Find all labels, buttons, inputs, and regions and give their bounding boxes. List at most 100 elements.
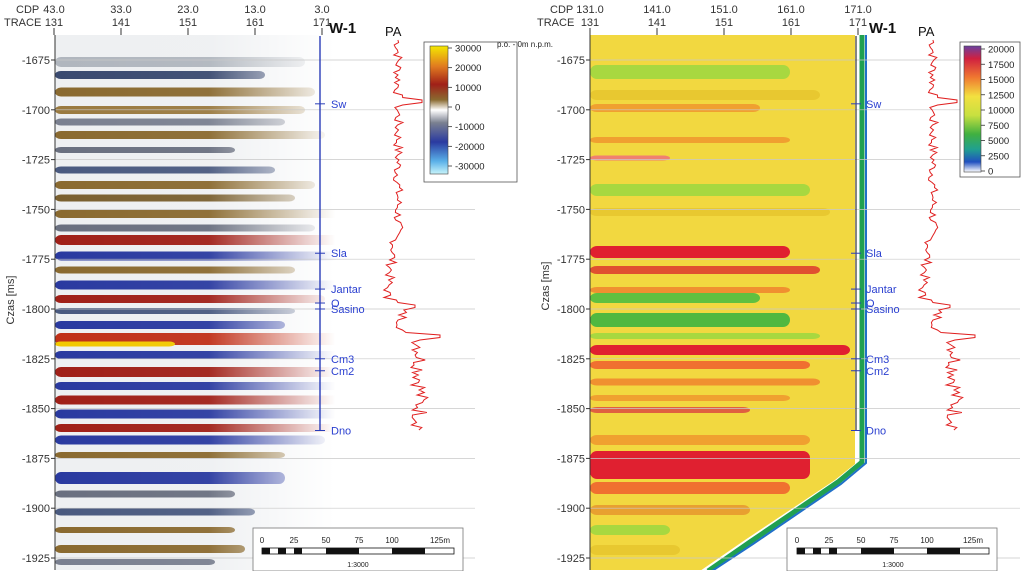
trace-tick-label: 131 [581, 17, 599, 29]
right-header: CDP TRACE 131.0 141.0 151.0 161.0 171.0 131 1… [497, 4, 872, 49]
cdp-tick-label: 43.0 [43, 4, 64, 16]
edge-blue [711, 35, 867, 570]
scale-bar-left-ticks: 0 25 50 75 100 125m [260, 536, 451, 545]
scale-seg [861, 548, 894, 554]
impedance-band [590, 505, 750, 515]
cdp-tick-label: 141.0 [643, 4, 671, 16]
impedance-band [590, 395, 790, 401]
trace-tick-label: 161 [246, 17, 264, 29]
impedance-band [590, 333, 820, 339]
colorbar-right-ramp [963, 45, 982, 173]
impedance-band [590, 313, 790, 327]
y-tick-label: -1825 [557, 354, 585, 366]
impedance-band [590, 361, 810, 369]
y-tick-label: -1725 [557, 155, 585, 167]
horizon-label: O [866, 298, 875, 310]
scale-tick: 25 [290, 536, 299, 545]
y-axis-label-right: Czas [ms] [540, 262, 552, 311]
colorbar-tick-label: 5000 [988, 136, 1009, 147]
horizon-label: Sasino [331, 304, 365, 316]
cdp-tick-label: 33.0 [110, 4, 131, 16]
impedance-band [590, 451, 810, 479]
horizon-label: Dno [331, 426, 351, 438]
colorbar-tick-label: 10000 [455, 83, 481, 94]
grid-right [590, 59, 1020, 559]
y-tick-label: -1750 [557, 204, 585, 216]
scale-tick: 100 [385, 536, 399, 545]
cdp-tick-label: 13.0 [244, 4, 265, 16]
y-tick-label: -1850 [557, 404, 585, 416]
scale-tick: 125m [963, 536, 983, 545]
trace-tick-label: 141 [648, 17, 666, 29]
well-name-left: W-1 [329, 20, 356, 37]
cdp-tick-label: 151.0 [710, 4, 738, 16]
colorbar-right: 20000 17500 15000 12500 10000 7500 5000 2500 0 [959, 41, 1021, 178]
scale-bar-right-ticks: 0 25 50 75 100 125m [795, 536, 984, 545]
well-name-right: W-1 [869, 20, 896, 37]
impedance-band [590, 545, 680, 555]
impedance-band [590, 345, 850, 355]
trace-label-left: TRACE [4, 17, 41, 29]
cdp-tick-label: 23.0 [177, 4, 198, 16]
colorbar-tick-label: 10000 [988, 106, 1014, 117]
scale-bar-right: 0 25 50 75 100 125m 1:3000 [786, 527, 998, 571]
colorbar-tick-label: 7500 [988, 121, 1009, 132]
trace-tick-label: 141 [112, 17, 130, 29]
pa-log-right [917, 39, 976, 431]
colorbar-left: 30000 20000 10000 0 -10000 -20000 -30000 [423, 41, 518, 183]
y-ticks-left: -1675 -1700 -1725 -1750 -1775 -1800 -1825 -1850… [22, 55, 55, 565]
cdp-tick-label: 161.0 [777, 4, 805, 16]
y-tick-label: -1825 [22, 354, 50, 366]
impedance-band [590, 65, 790, 79]
scale-seg [829, 548, 837, 554]
seismic-fade [55, 35, 335, 570]
y-tick-label: -1900 [557, 503, 585, 515]
colorbar-tick-label: 0 [988, 167, 993, 178]
scale-ratio-right: 1:3000 [882, 562, 904, 569]
horizon-label: Sasino [866, 304, 900, 316]
datum-annotation: p.o. - 0m n.p.m. [497, 40, 553, 49]
impedance-band [590, 287, 790, 293]
y-tick-label: -1775 [22, 254, 50, 266]
y-tick-label: -1925 [557, 553, 585, 565]
scale-tick: 125m [430, 536, 450, 545]
horizon-label: Jantar [331, 284, 362, 296]
colorbar-tick-label: -30000 [455, 162, 485, 173]
colorbar-tick-label: 20000 [455, 63, 481, 74]
y-tick-label: -1750 [22, 204, 50, 216]
scale-tick: 100 [920, 536, 934, 545]
y-tick-label: -1875 [22, 453, 50, 465]
scale-tick: 75 [890, 536, 899, 545]
trace-tick-label: 171 [849, 17, 867, 29]
trace-tick-label: 171 [313, 17, 331, 29]
colorbar-tick-label: -10000 [455, 122, 485, 133]
trace-tick-label: 151 [715, 17, 733, 29]
y-axis-label-left: Czas [ms] [5, 276, 17, 325]
scale-seg [294, 548, 302, 554]
horizon-label: Jantar [866, 284, 897, 296]
scale-ratio-left: 1:3000 [347, 562, 369, 569]
y-tick-label: -1675 [22, 55, 50, 67]
trace-tick-label: 151 [179, 17, 197, 29]
colorbar-right-ticks: 20000 17500 15000 12500 10000 7500 5000 2500 0 [981, 45, 1014, 178]
edge-green [706, 35, 865, 570]
scale-tick: 50 [857, 536, 866, 545]
scale-seg [927, 548, 960, 554]
impedance-band [590, 208, 830, 216]
y-tick-label: -1775 [557, 254, 585, 266]
pa-log-left [382, 39, 441, 431]
left-panel: CDP TRACE 43.0 33.0 23.0 13.0 3.0 131 141 151 1… [4, 4, 518, 571]
colorbar-tick-label: 2500 [988, 151, 1009, 162]
colorbar-left-ticks: 30000 20000 10000 0 -10000 -20000 -30000 [448, 44, 485, 173]
cdp-tick-label: 3.0 [314, 4, 329, 16]
scale-tick: 50 [322, 536, 331, 545]
scale-seg [813, 548, 821, 554]
colorbar-tick-label: 0 [455, 103, 460, 114]
scale-seg [392, 548, 425, 554]
scale-seg [278, 548, 286, 554]
colorbar-tick-label: -20000 [455, 142, 485, 153]
horizon-label: Sw [866, 99, 881, 111]
horizon-label: Dno [866, 426, 886, 438]
cdp-label-right: CDP [550, 4, 573, 16]
